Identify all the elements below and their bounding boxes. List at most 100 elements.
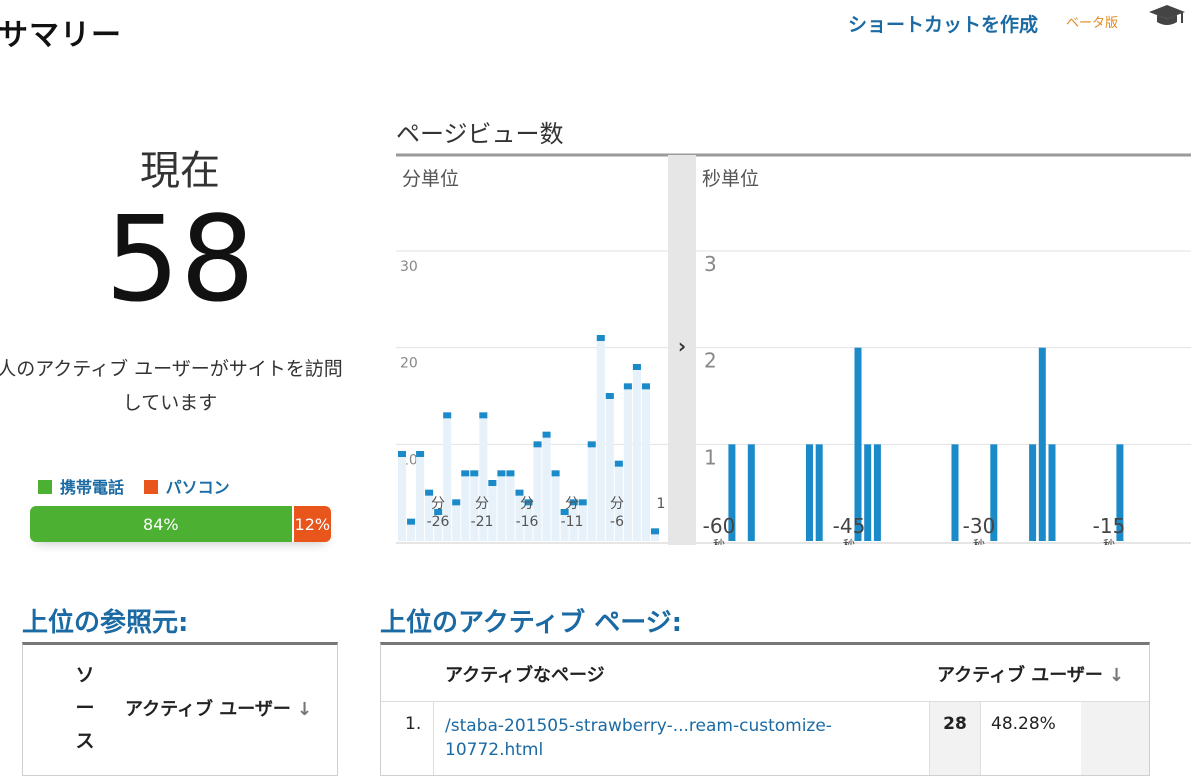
- min-bar-bg: [605, 396, 614, 541]
- description-line2: しています: [122, 392, 218, 414]
- min-bar: [398, 451, 407, 457]
- sec-bar: [728, 444, 736, 541]
- chart-title: ページビュー数: [396, 120, 564, 148]
- min-bar-bg: [650, 531, 659, 541]
- min-bar-bg: [524, 502, 533, 541]
- min-bar: [479, 412, 488, 419]
- second-chart: 秒単位 1 2 3 -60 秒 -45 秒 -30 秒 -15 秒: [696, 168, 1191, 545]
- min-bar-bg: [587, 444, 596, 541]
- now-label: 現在: [140, 148, 220, 194]
- min-bar-bg: [515, 492, 524, 541]
- col-active-page[interactable]: アクティブなページ: [445, 665, 605, 686]
- col-active-users[interactable]: アクティブ ユーザー ↓: [125, 695, 312, 721]
- min-bar: [515, 489, 524, 496]
- min-bar-bg: [560, 512, 569, 541]
- device-share-bar: 84% 12%: [30, 506, 331, 542]
- sec-x-tick: -45 秒: [833, 514, 866, 545]
- device-legend: 携帯電話 パソコン: [38, 474, 244, 498]
- sec-bar: [1048, 444, 1056, 541]
- sec-bar: [1029, 444, 1037, 541]
- legend-swatch-mobile: [38, 480, 52, 494]
- top-pages-title: 上位のアクティブ ページ:: [380, 608, 683, 638]
- device-bar-pc: 12%: [291, 506, 331, 542]
- min-x-tick: 分-21: [471, 496, 494, 530]
- min-bar: [488, 480, 497, 486]
- active-users-description: 人のアクティブ ユーザーがサイトを訪問 しています: [0, 352, 380, 420]
- sec-bar: [815, 444, 823, 541]
- min-bar-bg: [398, 454, 407, 541]
- min-bar-bg: [452, 502, 461, 541]
- min-bar: [641, 383, 650, 390]
- min-bar: [470, 470, 479, 477]
- min-bar: [650, 528, 659, 535]
- legend-mobile: 携帯電話: [38, 478, 124, 497]
- min-bar: [632, 364, 641, 370]
- sec-bar: [990, 444, 998, 541]
- col-page-active-users[interactable]: アクティブ ユーザー ↓: [937, 661, 1124, 687]
- min-bar-bg: [416, 454, 425, 541]
- min-bar-bg: [542, 434, 551, 541]
- min-bar-bg: [434, 512, 443, 541]
- min-bar-bg: [470, 473, 479, 541]
- min-bar: [623, 383, 632, 390]
- row-page-link[interactable]: /staba-201505-strawberry-...ream-customi…: [445, 716, 832, 760]
- referrals-table: ソース アクティブ ユーザー ↓: [22, 642, 338, 776]
- min-bar-bg: [533, 444, 542, 541]
- active-users-count: 58: [104, 190, 256, 328]
- sec-y-tick: 1: [704, 445, 717, 469]
- min-x-tick: 分-6: [610, 496, 624, 530]
- sec-bar: [864, 444, 872, 541]
- row-percent: 48.28%: [991, 714, 1056, 734]
- chart-divider: [668, 155, 696, 545]
- create-shortcut-link[interactable]: ショートカットを作成: [848, 14, 1039, 36]
- min-bar: [497, 470, 506, 477]
- min-bar: [416, 451, 425, 457]
- min-bar: [542, 431, 551, 438]
- min-bar-bg: [443, 415, 452, 541]
- sec-bar: [951, 444, 959, 541]
- min-bar: [551, 470, 560, 477]
- col-active-users-label: アクティブ ユーザー: [125, 699, 291, 720]
- min-x-tick: 分-11: [561, 496, 584, 530]
- min-bar: [560, 509, 569, 515]
- min-bar: [434, 509, 443, 515]
- sec-bar: [854, 347, 862, 541]
- row-index: 1.: [405, 714, 422, 734]
- sort-arrow-down-icon: ↓: [1108, 665, 1125, 686]
- row-divider: [433, 702, 434, 775]
- chevron-right-icon[interactable]: ›: [678, 334, 686, 358]
- min-bar: [425, 489, 434, 496]
- min-bar: [587, 441, 596, 448]
- min-bar-bg: [488, 483, 497, 541]
- min-bar-bg: [461, 473, 470, 541]
- graduation-cap-icon[interactable]: [1148, 2, 1186, 30]
- min-bar: [605, 393, 614, 399]
- min-bar-bg: [569, 502, 578, 541]
- sec-bar: [1116, 444, 1124, 541]
- min-bar-bg: [614, 463, 623, 541]
- sec-bar: [1038, 347, 1046, 541]
- device-bar-mobile: 84%: [30, 506, 292, 542]
- col-source[interactable]: ソース: [75, 664, 95, 752]
- top-referrals-title: 上位の参照元:: [22, 608, 189, 638]
- sec-subtitle: 秒単位: [702, 168, 759, 190]
- legend-pc-label: パソコン: [165, 478, 230, 497]
- min-bar-bg: [425, 492, 434, 541]
- min-x-tick: 分-16: [516, 496, 539, 530]
- min-bar-bg: [506, 473, 515, 541]
- sec-x-tick: -30 秒: [963, 514, 996, 545]
- active-pages-table: アクティブなページ アクティブ ユーザー ↓ 1. /staba-201505-s…: [380, 642, 1150, 776]
- min-bar-bg: [632, 367, 641, 541]
- table-header: アクティブなページ アクティブ ユーザー ↓: [381, 645, 1149, 702]
- row-users: 28: [943, 714, 967, 734]
- arrow-down-icon: ↓: [296, 699, 313, 720]
- min-bar-bg: [641, 386, 650, 541]
- table-row: 1. /staba-201505-strawberry-...ream-cust…: [381, 702, 1149, 775]
- min-x-tick: 1: [657, 496, 666, 512]
- min-bar-bg: [623, 386, 632, 541]
- min-bar: [578, 499, 587, 506]
- sec-bar: [873, 444, 881, 541]
- min-bar-bg: [407, 521, 416, 541]
- row-bar-cell: [1081, 702, 1149, 775]
